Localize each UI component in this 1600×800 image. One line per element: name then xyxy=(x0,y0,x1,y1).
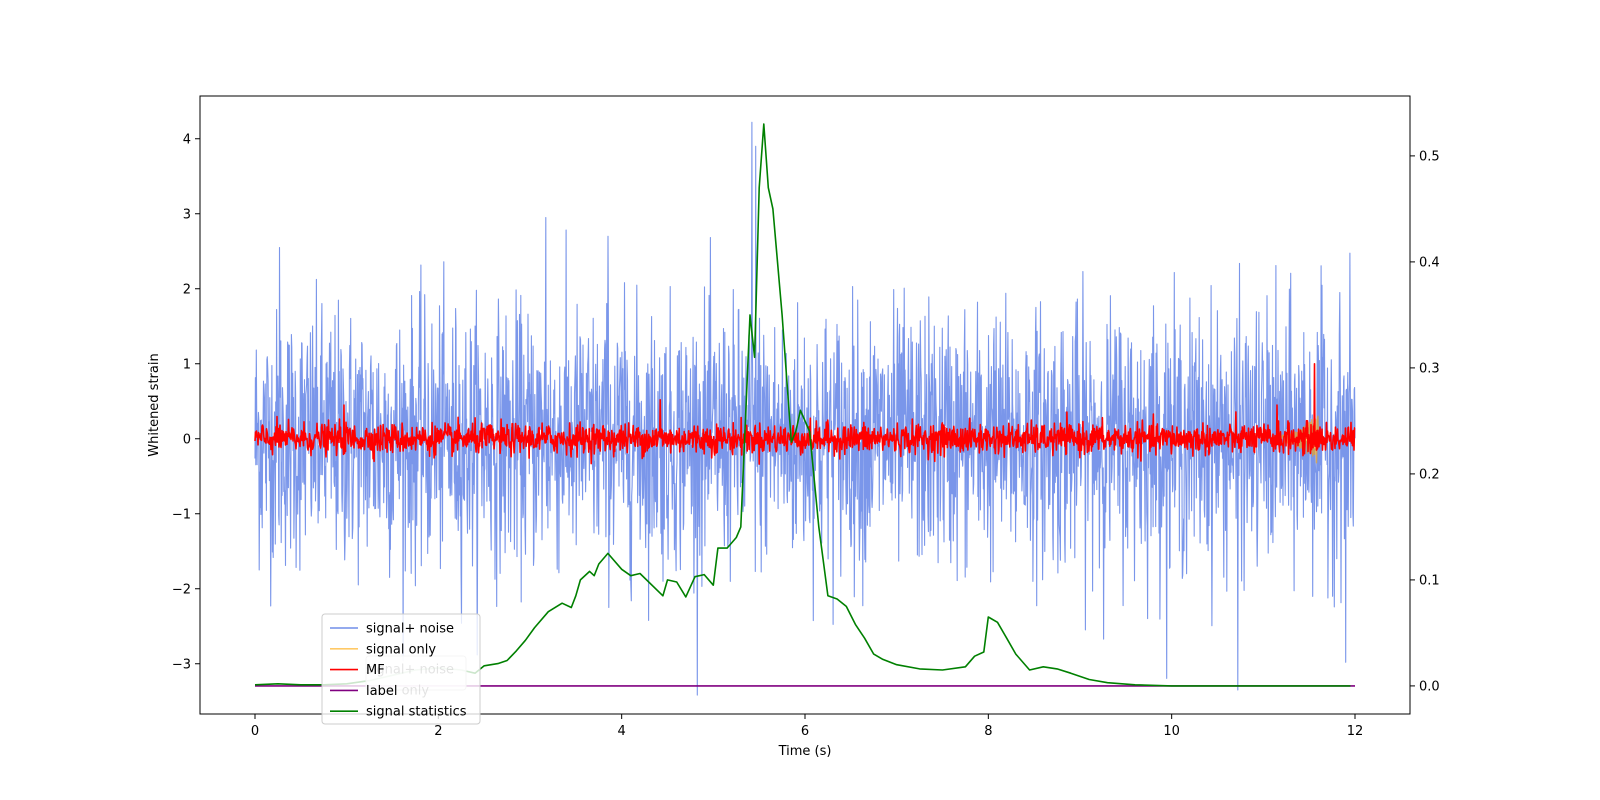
legend-label-signal-noise: signal+ noise xyxy=(366,622,454,637)
legend-label-mf: MF xyxy=(366,663,385,678)
series-line-signal-noise xyxy=(254,121,1356,696)
y-tick-label: 4 xyxy=(183,132,191,147)
y2-tick-label: 0.2 xyxy=(1419,467,1440,482)
series-line-signal-statistics xyxy=(254,123,1351,687)
y-tick-label: 0 xyxy=(183,432,191,447)
x-tick-label: 0 xyxy=(251,724,259,739)
y-axis-label: Whitened strain xyxy=(147,353,162,456)
x-tick-label: 6 xyxy=(801,724,809,739)
y-tick-label: −1 xyxy=(172,507,191,522)
x-axis-label: Time (s) xyxy=(778,744,832,759)
y2-tick-label: 0.0 xyxy=(1419,679,1440,694)
x-tick-label: 8 xyxy=(984,724,992,739)
x-tick-label: 4 xyxy=(618,724,626,739)
legend-label-signal-statistics: signal statistics xyxy=(366,705,467,720)
y-tick-label: −3 xyxy=(172,657,191,672)
y2-tick-label: 0.1 xyxy=(1419,573,1440,588)
x-axis: 0 2 4 6 8 10 12 xyxy=(251,714,1363,739)
series-line-mf xyxy=(254,363,1356,465)
series-layer xyxy=(254,121,1356,696)
legend-label-signal-only: signal only xyxy=(366,642,436,657)
y-tick-label: 1 xyxy=(183,357,191,372)
y-tick-label: 3 xyxy=(183,207,191,222)
y-axis-left: −3 −2 −1 0 1 2 3 4 xyxy=(172,132,200,672)
y2-tick-label: 0.3 xyxy=(1419,361,1440,376)
x-tick-label: 12 xyxy=(1347,724,1364,739)
legend-frame xyxy=(321,613,481,725)
y2-tick-label: 0.5 xyxy=(1419,149,1440,164)
y-axis-right: 0.0 0.1 0.2 0.3 0.4 0.5 xyxy=(1410,149,1440,694)
legend-label-label: label xyxy=(366,684,397,699)
legend: signal+ noiselabel onlysignal+ noisesign… xyxy=(321,613,481,725)
y2-tick-label: 0.4 xyxy=(1419,255,1440,270)
x-tick-label: 10 xyxy=(1163,724,1180,739)
x-tick-label: 2 xyxy=(434,724,442,739)
y-tick-label: −2 xyxy=(172,582,191,597)
y-tick-label: 2 xyxy=(183,282,191,297)
